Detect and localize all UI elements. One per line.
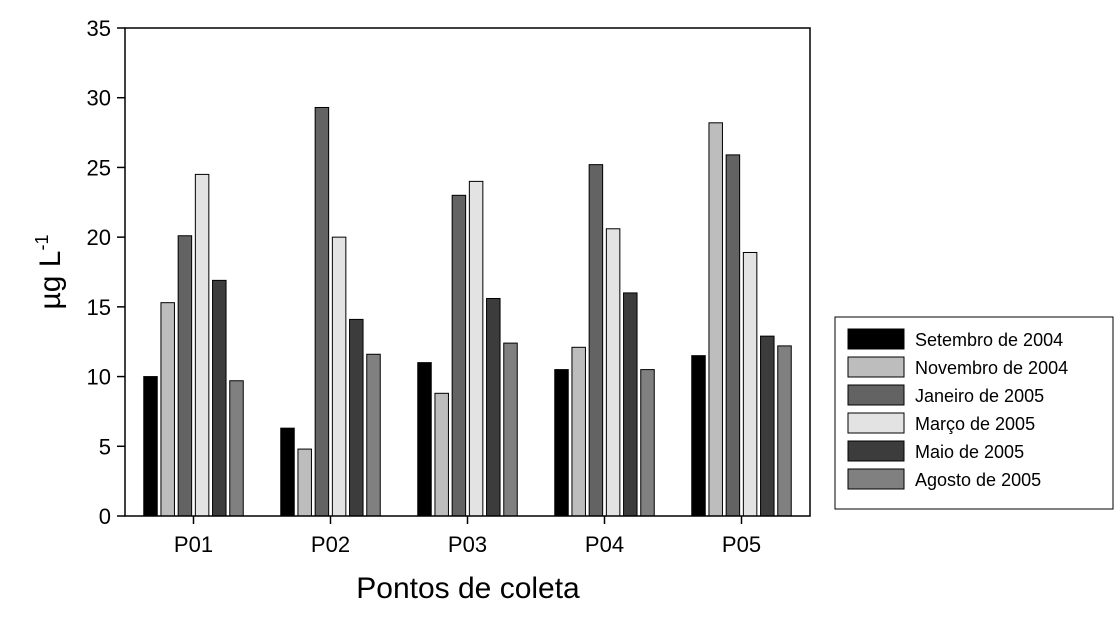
legend-label: Novembro de 2004 xyxy=(915,358,1068,378)
bar xyxy=(434,392,449,517)
bar xyxy=(417,362,432,517)
bar xyxy=(760,335,775,517)
x-tick-label: P04 xyxy=(585,532,624,557)
legend-label: Agosto de 2005 xyxy=(915,470,1041,490)
legend: Setembro de 2004 Novembro de 2004 Janeiro … xyxy=(834,316,1114,510)
plot-area-frame xyxy=(124,27,811,517)
bar xyxy=(366,353,381,517)
x-tick-label: P01 xyxy=(174,532,213,557)
bar xyxy=(451,194,467,517)
bar xyxy=(229,380,244,517)
legend-label: Setembro de 2004 xyxy=(915,330,1063,350)
bar xyxy=(143,376,158,517)
bar xyxy=(331,236,347,517)
y-tick-label: 0 xyxy=(99,504,111,529)
y-tick-label: 10 xyxy=(87,365,111,390)
bar xyxy=(177,235,193,517)
bar xyxy=(554,369,569,517)
legend-label: Maio de 2005 xyxy=(915,442,1024,462)
bar xyxy=(623,292,638,517)
bar xyxy=(640,369,655,517)
legend-swatch xyxy=(847,412,905,434)
bar xyxy=(742,251,758,517)
bar xyxy=(571,346,586,517)
bar xyxy=(160,302,175,517)
y-tick-label: 35 xyxy=(87,16,111,41)
legend-swatch xyxy=(847,440,905,462)
bar xyxy=(777,345,792,517)
y-tick-label: 15 xyxy=(87,295,111,320)
x-axis-title: Pontos de coleta xyxy=(356,572,580,605)
bar xyxy=(280,427,295,517)
y-tick-label: 5 xyxy=(99,434,111,459)
bar xyxy=(588,164,604,517)
y-axis: 0 5 10 15 20 25 30 35 xyxy=(87,16,125,529)
x-tick-label: P02 xyxy=(311,532,350,557)
y-axis-title-superscript: -1 xyxy=(32,234,52,250)
legend-swatch xyxy=(847,356,905,378)
bar xyxy=(468,180,484,517)
x-axis: P01 P02 P03 P04 P05 xyxy=(174,516,761,557)
bar xyxy=(605,228,621,517)
y-tick-label: 25 xyxy=(87,155,111,180)
bar xyxy=(212,279,227,517)
bar xyxy=(349,318,364,517)
y-tick-label: 20 xyxy=(87,225,111,250)
legend-swatch xyxy=(847,384,905,406)
bars-layer xyxy=(143,106,792,517)
y-axis-title: µg L-1 xyxy=(32,234,67,309)
bar xyxy=(314,106,330,517)
bar xyxy=(486,297,501,517)
legend-label: Março de 2005 xyxy=(915,414,1035,434)
bar xyxy=(708,122,723,517)
bar xyxy=(691,355,706,517)
y-axis-title-base: µg L xyxy=(34,251,67,310)
bar xyxy=(297,448,312,517)
svg-text:µg L-1: µg L-1 xyxy=(32,234,67,309)
bar xyxy=(725,154,741,517)
legend-swatch xyxy=(847,468,905,490)
bar xyxy=(503,342,518,517)
y-tick-label: 30 xyxy=(87,86,111,111)
x-tick-label: P05 xyxy=(722,532,761,557)
legend-swatch xyxy=(847,328,905,350)
bar xyxy=(194,173,210,517)
legend-label: Janeiro de 2005 xyxy=(915,386,1044,406)
x-tick-label: P03 xyxy=(448,532,487,557)
